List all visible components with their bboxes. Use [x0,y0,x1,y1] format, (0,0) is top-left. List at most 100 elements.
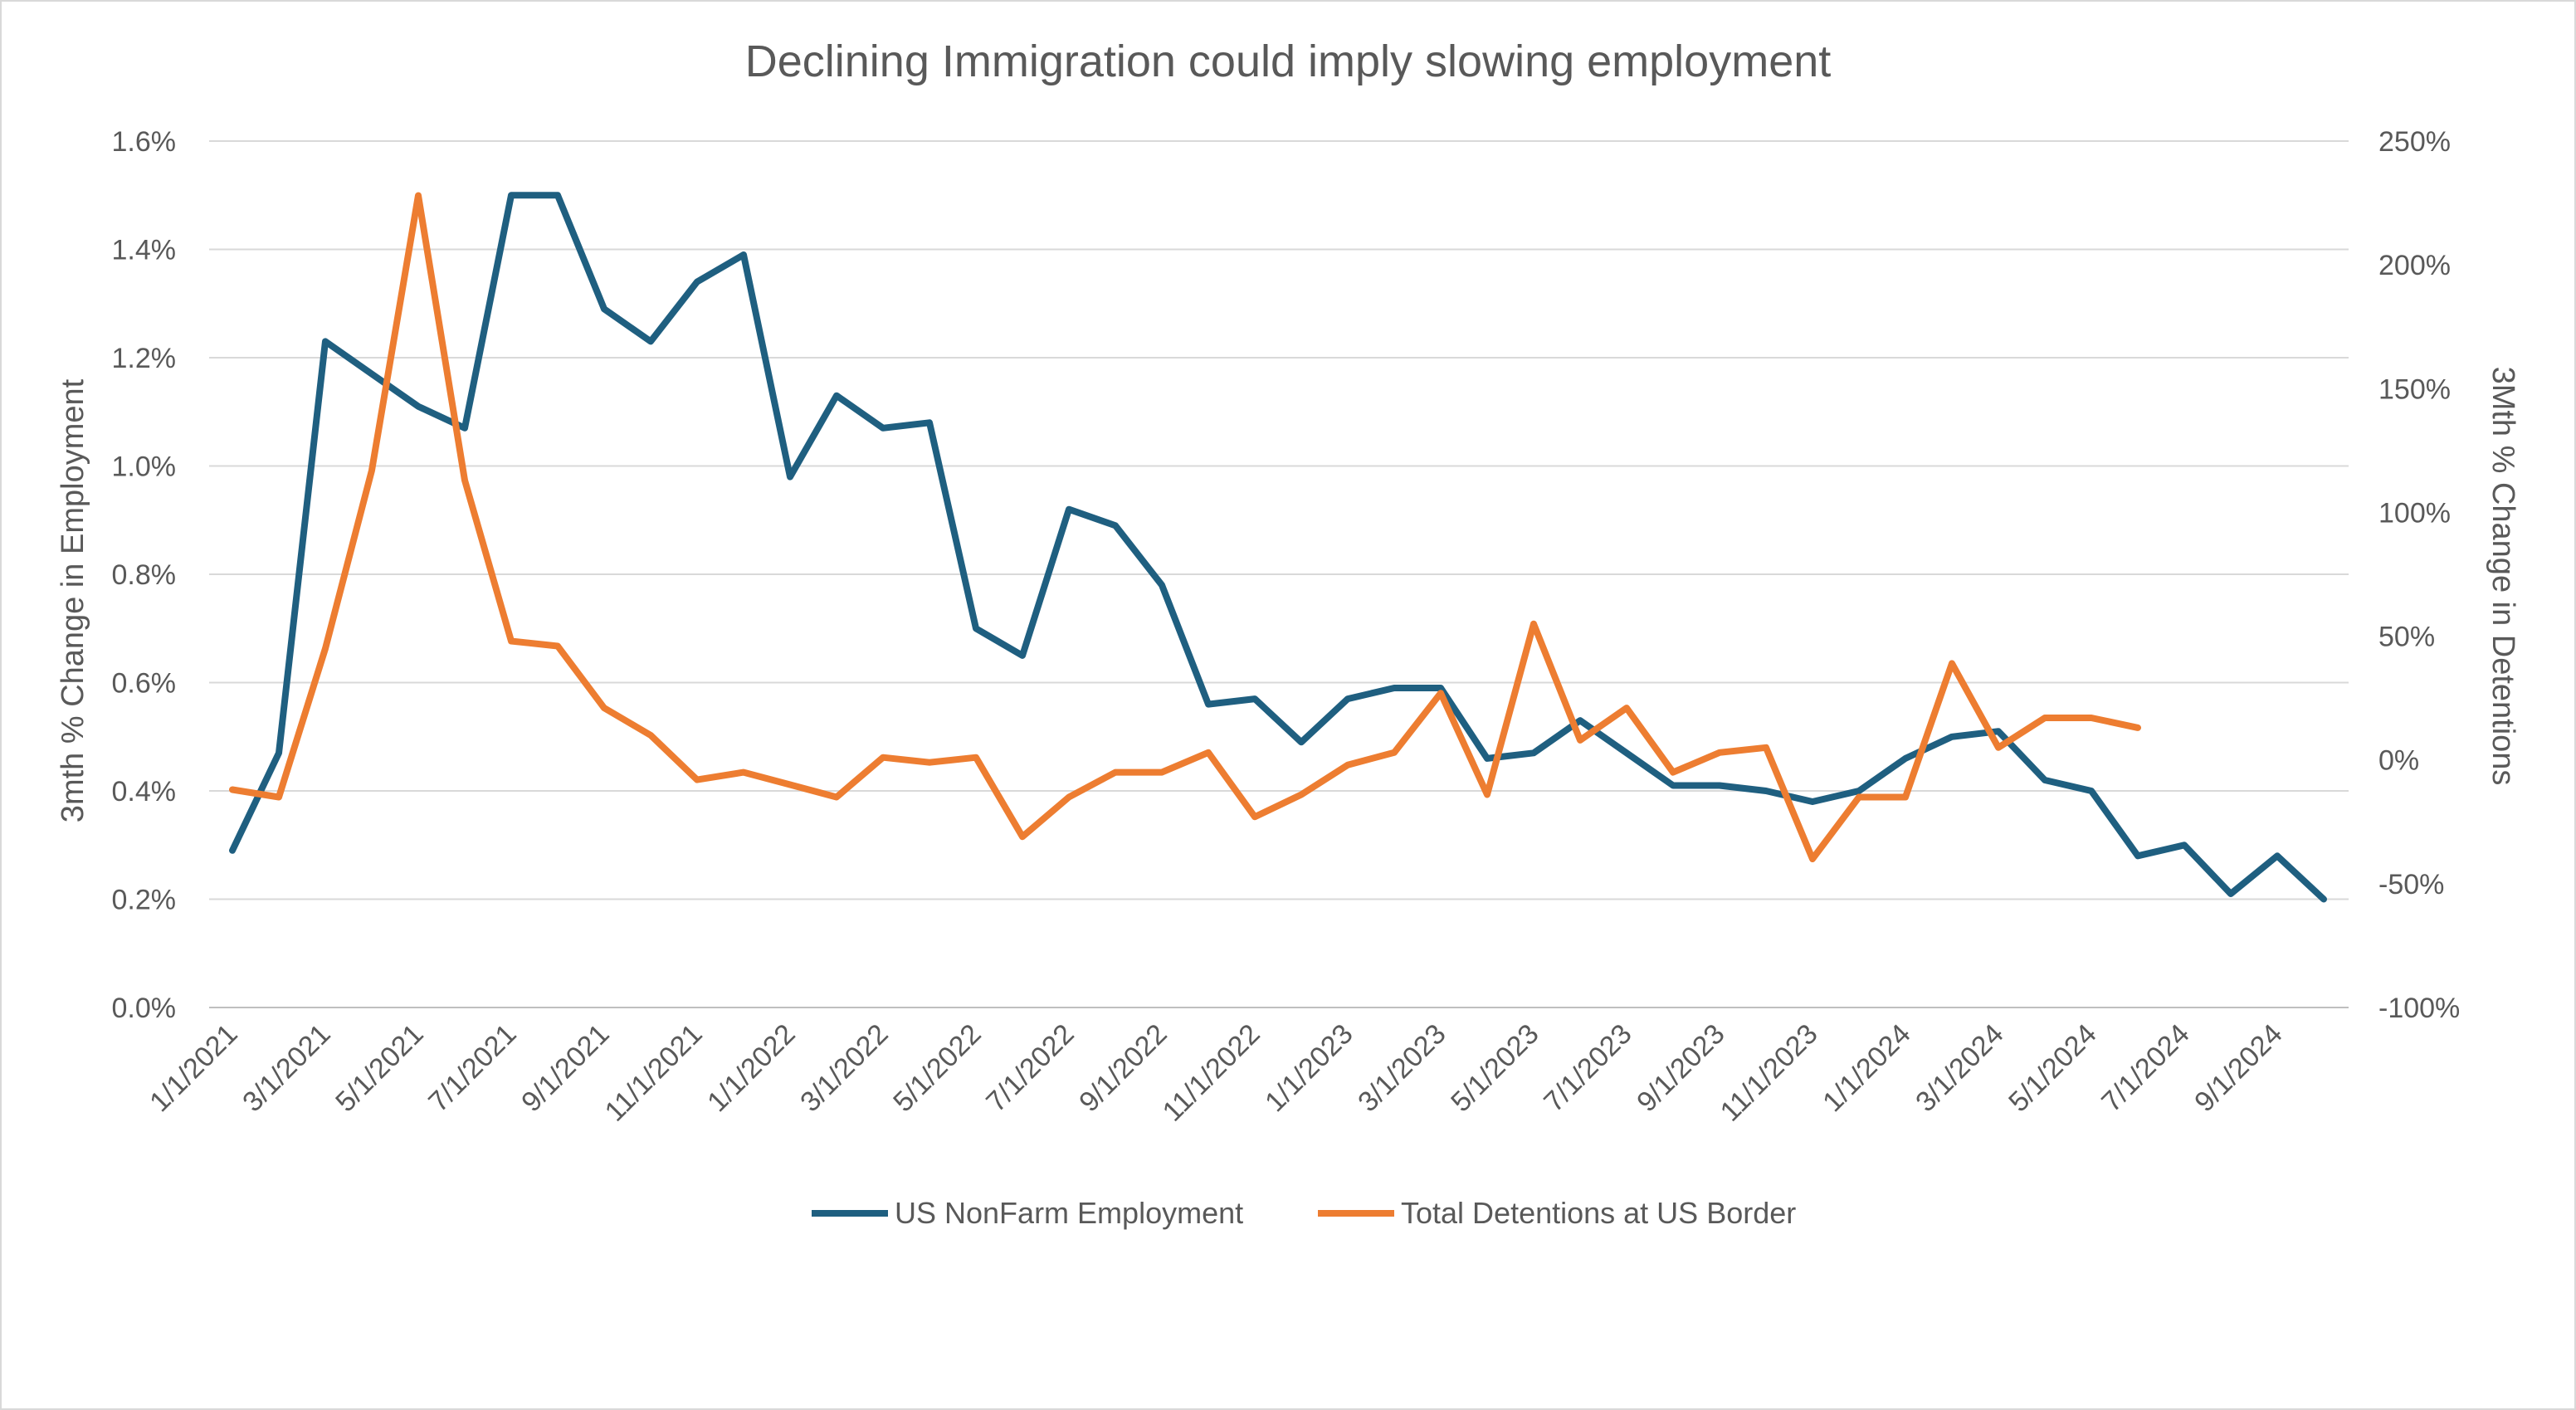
data-point-1 [1904,795,1907,799]
data-point-1 [1253,815,1256,819]
y-left-tick-label: 1.2% [112,343,177,374]
data-point-0 [881,426,885,430]
x-tick-label: 3/1/2023 [1352,1018,1451,1118]
y-right-tick-label: 100% [2378,497,2451,529]
y-left-tick-label: 1.4% [112,235,177,266]
x-tick-label: 7/1/2021 [422,1018,522,1118]
data-point-1 [463,478,466,482]
data-point-0 [1486,756,1489,760]
data-point-0 [1067,507,1071,511]
gridlines [209,140,2349,1008]
x-tick-label: 3/1/2024 [1910,1018,2009,1118]
data-point-0 [1532,751,1535,755]
x-tick-label: 1/1/2022 [701,1018,801,1118]
data-point-0 [1439,686,1442,690]
data-point-0 [1578,719,1582,723]
data-point-0 [1346,697,1349,701]
data-point-0 [928,421,931,425]
data-point-0 [1997,729,2000,734]
legend-label-employment: US NonFarm Employment [895,1196,1243,1230]
data-point-1 [324,646,327,651]
y-right-tick-label: 50% [2378,622,2435,653]
data-point-0 [1253,697,1256,701]
y-right-tick-label: 200% [2378,250,2451,281]
data-point-0 [742,253,745,256]
data-point-1 [1021,835,1024,839]
y-left-tick-label: 1.0% [112,451,177,483]
data-point-1 [1578,738,1582,742]
data-point-1 [1393,750,1396,754]
data-point-0 [1857,789,1861,793]
data-point-1 [603,706,606,710]
x-tick-label: 7/1/2024 [2095,1018,2195,1118]
legend: US NonFarm Employment Total Detentions a… [812,1196,1796,1230]
x-tick-label: 11/1/2023 [1715,1018,1824,1128]
data-point-1 [1114,770,1117,774]
y-left-tick-label: 0.6% [112,668,177,700]
x-tick-label: 3/1/2022 [794,1018,894,1118]
x-tick-label: 11/1/2022 [1157,1018,1266,1128]
data-point-0 [1904,756,1907,760]
data-point-0 [1811,800,1814,803]
data-point-1 [742,770,745,774]
data-point-1 [370,468,373,472]
data-point-0 [1671,783,1675,788]
data-point-1 [2043,716,2047,720]
data-point-1 [1950,661,1954,666]
y-right-tick-label: 150% [2378,373,2451,405]
data-point-1 [1207,750,1210,754]
legend-label-detentions: Total Detentions at US Border [1401,1196,1796,1230]
series-line-0 [229,192,2327,903]
data-point-0 [1300,740,1303,744]
series-line-1 [229,192,2141,862]
y-right-tick-label: -100% [2378,993,2460,1024]
data-point-1 [1625,706,1628,710]
data-point-0 [2136,854,2139,858]
y-left-tick-label: 0.8% [112,559,177,591]
x-tick-label: 5/1/2021 [329,1018,429,1118]
y-left-tick-label: 0.0% [112,993,177,1024]
x-tick-label: 1/1/2024 [1817,1018,1916,1118]
data-point-1 [788,783,792,787]
x-tick-label: 9/1/2024 [2188,1018,2288,1118]
data-point-1 [1439,691,1442,695]
data-point-1 [1857,795,1861,799]
data-point-0 [556,193,559,198]
y-right-axis-ticks: -100% -50% 0% 50% 100% 150% 200% 250% [2378,126,2460,1024]
data-point-1 [510,639,513,643]
data-point-1 [974,755,978,759]
data-point-0 [370,372,373,376]
data-point-1 [695,778,699,782]
data-point-0 [2043,778,2047,782]
data-point-1 [417,193,420,198]
data-point-0 [974,627,978,631]
data-point-1 [1346,763,1349,767]
data-point-0 [2276,854,2279,858]
x-tick-label: 1/1/2021 [144,1018,243,1118]
data-point-1 [1300,793,1303,797]
data-point-0 [1207,702,1210,706]
data-point-0 [2322,897,2325,901]
data-point-1 [2090,716,2093,720]
y-left-axis-ticks: 0.0% 0.2% 0.4% 0.6% 0.8% 1.0% 1.2% 1.4% 1.6% [112,126,177,1024]
y-left-axis-title: 3mth % Change in Employment [56,378,90,822]
data-point-1 [1997,745,2000,749]
data-point-0 [417,404,420,408]
y-right-tick-label: 250% [2378,126,2451,158]
data-point-1 [1671,770,1675,774]
x-tick-label: 5/1/2024 [2003,1018,2102,1118]
data-point-0 [1114,524,1117,528]
x-tick-label: 7/1/2022 [980,1018,1080,1118]
data-point-1 [1160,770,1164,774]
data-point-1 [1718,750,1721,754]
x-tick-label: 5/1/2022 [887,1018,987,1118]
y-right-tick-label: -50% [2378,869,2444,900]
data-point-1 [2136,725,2139,729]
data-point-0 [1625,751,1628,755]
data-point-0 [1764,789,1768,793]
data-point-1 [1811,857,1814,861]
data-point-0 [1021,653,1024,657]
data-point-0 [1393,686,1396,690]
data-point-1 [1486,793,1489,797]
